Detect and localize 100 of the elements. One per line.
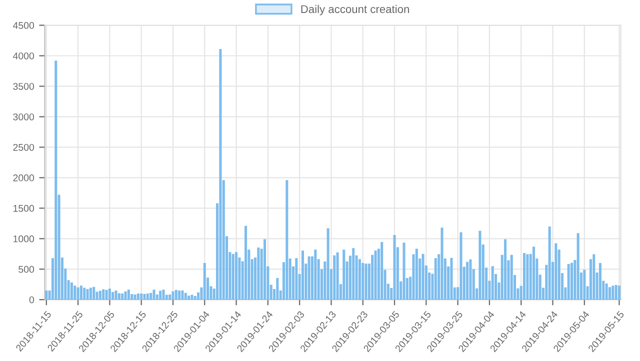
bar <box>232 254 234 300</box>
bar <box>45 290 48 300</box>
y-tick-label: 1500 <box>14 204 34 212</box>
bar <box>314 250 317 300</box>
bar <box>112 292 114 300</box>
y-tick-label: 500 <box>18 266 34 273</box>
y-tick-label: 2000 <box>13 174 34 182</box>
bar <box>371 254 374 300</box>
bar <box>532 246 536 300</box>
bar <box>380 242 384 300</box>
bar <box>188 296 190 300</box>
bar <box>504 239 507 300</box>
bar <box>140 294 143 300</box>
bar <box>80 286 82 300</box>
bar <box>478 230 482 300</box>
bar <box>118 293 120 300</box>
bar <box>168 294 172 300</box>
bar <box>526 254 529 300</box>
bar <box>491 266 494 300</box>
bar <box>194 296 196 300</box>
y-tick-label: 0 <box>29 296 34 304</box>
bar <box>523 252 526 300</box>
bar <box>374 250 377 300</box>
bar <box>124 291 127 300</box>
bar <box>235 252 238 300</box>
y-tick-label: 4500 <box>12 22 34 29</box>
bar <box>162 290 165 300</box>
bar <box>352 248 355 300</box>
bar <box>102 289 105 300</box>
y-tick-label: 2500 <box>13 144 34 151</box>
bar <box>393 235 396 300</box>
bar <box>276 278 279 300</box>
bar <box>469 259 472 300</box>
bar <box>70 282 73 300</box>
bar <box>136 294 140 300</box>
bar <box>172 291 174 300</box>
bar <box>203 263 206 300</box>
bar <box>152 290 156 300</box>
bar <box>121 294 124 300</box>
bar <box>402 242 406 300</box>
bar <box>150 292 152 300</box>
bar <box>466 262 469 300</box>
bar <box>583 270 586 300</box>
bar <box>301 250 304 300</box>
bar <box>174 290 178 300</box>
bar <box>134 294 136 300</box>
bar <box>263 239 266 300</box>
bar <box>114 290 118 300</box>
bar <box>612 286 614 300</box>
bar <box>415 248 418 300</box>
bar <box>333 255 336 300</box>
bar <box>89 288 92 300</box>
bar <box>108 288 111 300</box>
bar <box>336 252 339 300</box>
bar <box>440 228 444 300</box>
legend-label: Daily account creation <box>301 4 409 16</box>
bar <box>554 243 558 300</box>
bar <box>362 263 364 300</box>
bar <box>74 286 76 300</box>
bar <box>178 290 181 300</box>
bar <box>510 254 513 300</box>
bar <box>598 263 602 300</box>
bar <box>614 284 618 300</box>
bar <box>608 287 611 300</box>
bar <box>127 290 130 300</box>
y-tick-label: 1000 <box>14 235 34 242</box>
y-tick-label: 4000 <box>12 52 34 60</box>
bar <box>570 262 574 300</box>
bar <box>219 49 222 300</box>
bar <box>98 290 102 300</box>
bar <box>83 288 86 300</box>
y-tick-label: 3500 <box>13 82 34 90</box>
bar <box>450 258 453 300</box>
bar <box>576 233 580 300</box>
bar <box>422 254 424 300</box>
bar <box>295 258 298 300</box>
bar <box>364 264 368 300</box>
bar <box>326 228 330 300</box>
bar <box>190 294 194 300</box>
bar <box>286 180 288 300</box>
bar <box>308 256 310 300</box>
bar <box>146 294 149 300</box>
bar <box>618 286 620 300</box>
bar <box>358 259 361 300</box>
bar <box>159 290 162 300</box>
bar <box>548 226 551 300</box>
bar <box>86 288 89 300</box>
bar <box>434 258 437 300</box>
bar <box>105 290 108 300</box>
bar <box>143 294 146 300</box>
y-tick-label: 3000 <box>13 113 34 120</box>
bar <box>257 248 260 300</box>
bar <box>460 232 462 300</box>
bar <box>244 226 248 300</box>
bar <box>184 292 187 300</box>
bar <box>54 60 58 300</box>
bar <box>76 287 80 300</box>
bar <box>567 264 570 300</box>
bar <box>592 254 596 300</box>
bar <box>342 250 346 300</box>
